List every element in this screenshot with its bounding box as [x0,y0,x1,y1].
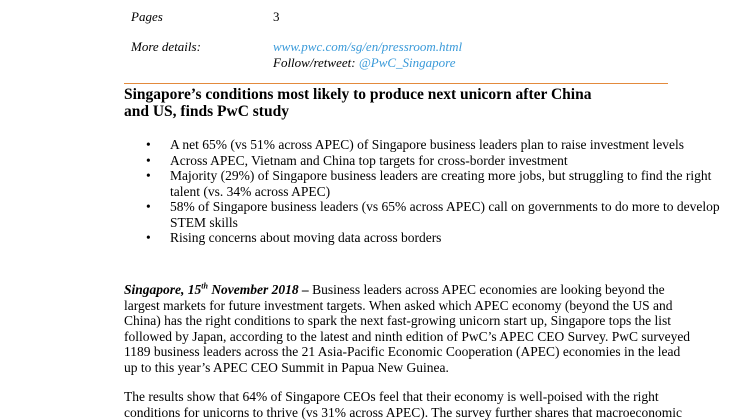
headline-line-2: and US, finds PwC study [124,103,289,120]
bullet-text: Across APEC, Vietnam and China top targe… [170,152,568,168]
twitter-handle-link[interactable]: @PwC_Singapore [358,55,456,70]
follow-prefix: Follow/retweet: [273,55,359,70]
pressroom-link[interactable]: www.pwc.com/sg/en/pressroom.html [273,39,463,54]
dateline-date: November 2018 – [207,282,309,297]
bullet-icon: • [146,199,151,214]
pages-value: 3 [273,9,280,24]
list-item: • A net 65% (vs 51% across APEC) of Singa… [130,137,730,153]
bullet-icon: • [146,152,151,168]
bullet-text: A net 65% (vs 51% across APEC) of Singap… [170,137,685,152]
list-item: • Rising concerns about moving data acros… [130,230,730,246]
body-paragraph-2: The results show that 64% of Singapore C… [124,389,682,420]
bullet-text: Rising concerns about moving data across… [170,230,442,245]
list-item: • Majority (29%) of Singapore business le… [130,168,730,199]
bullet-icon: • [146,137,151,152]
key-findings-list: • A net 65% (vs 51% across APEC) of Singa… [130,137,730,246]
headline: Singapore’s conditions most likely to pr… [124,86,694,120]
dateline-city: Singapore, 15 [124,282,202,297]
bullet-text: Majority (29%) of Singapore business lea… [170,168,712,199]
dateline: Singapore, 15th November 2018 – [124,282,309,297]
paragraph-1-text: Business leaders across APEC economies a… [124,282,691,375]
pages-label: Pages [131,9,163,24]
more-details-url-row: www.pwc.com/sg/en/pressroom.html [273,39,462,55]
more-details-label: More details: [131,39,201,54]
headline-line-1: Singapore’s conditions most likely to pr… [124,86,592,103]
bullet-text: 58% of Singapore business leaders (vs 65… [170,199,720,230]
list-item: • 58% of Singapore business leaders (vs 6… [130,199,730,230]
follow-row: Follow/retweet: @PwC_Singapore [273,55,456,71]
dateline-ordinal: th [201,281,208,291]
bullet-icon: • [146,168,151,183]
body-paragraph-1: Singapore, 15th November 2018 – Business… [124,282,696,375]
divider-rule [124,83,668,84]
list-item: • Across APEC, Vietnam and China top targ… [130,153,730,169]
bullet-icon: • [146,230,151,245]
